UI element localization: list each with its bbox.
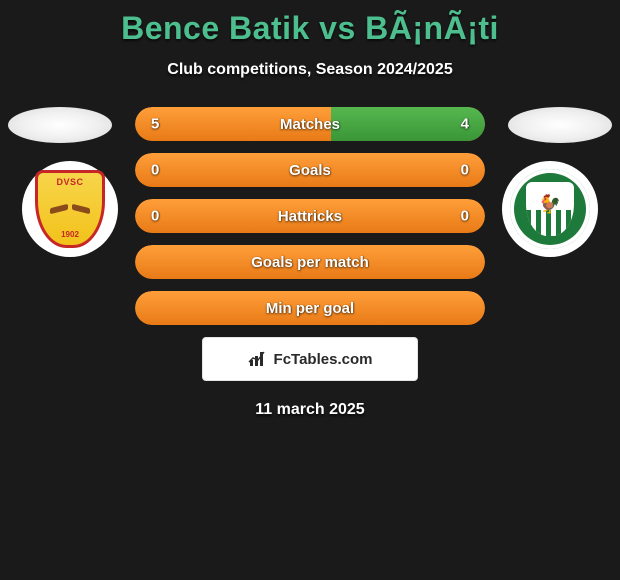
stat-value-left: 5: [151, 116, 159, 133]
eto-badge-inner-icon: 🐓: [526, 182, 574, 236]
date-text: 11 march 2025: [0, 401, 620, 419]
stat-bar: 0 Goals 0: [135, 153, 485, 187]
crest-text-bottom: 1902: [61, 230, 79, 239]
stat-bar: 5 Matches 4: [135, 107, 485, 141]
club-crest-left: DVSC 1902: [22, 161, 118, 257]
watermark: FcTables.com: [202, 337, 418, 381]
chart-icon: [248, 350, 268, 368]
stat-value-left: 0: [151, 208, 159, 225]
subtitle: Club competitions, Season 2024/2025: [0, 61, 620, 79]
stat-label: Goals: [289, 162, 331, 179]
player-photo-placeholder-left: [8, 107, 112, 143]
eto-badge-icon: 🐓: [510, 169, 590, 249]
crest-text-top: DVSC: [56, 177, 83, 187]
stat-value-right: 0: [461, 162, 469, 179]
stat-bar: 0 Hattricks 0: [135, 199, 485, 233]
stat-bar: Min per goal: [135, 291, 485, 325]
stat-bars: 5 Matches 4 0 Goals 0 0 Hattricks 0 Goals per mat…: [135, 107, 485, 325]
rooster-icon: 🐓: [539, 195, 561, 213]
stat-value-right: 4: [461, 116, 469, 133]
stat-label: Matches: [280, 116, 340, 133]
comparison-card: Bence Batik vs BÃ¡nÃ¡ti Club competition…: [0, 0, 620, 580]
stat-label: Goals per match: [251, 254, 369, 271]
player-photo-placeholder-right: [508, 107, 612, 143]
body-area: DVSC 1902 🐓 5 Matches 4 0 Goals 0 0 Hattricks 0 G…: [0, 107, 620, 419]
stat-label: Hattricks: [278, 208, 342, 225]
bird-icon: [50, 202, 90, 216]
stat-label: Min per goal: [266, 300, 354, 317]
dvsc-shield-icon: DVSC 1902: [35, 170, 105, 248]
stat-value-right: 0: [461, 208, 469, 225]
stat-value-left: 0: [151, 162, 159, 179]
club-crest-right: 🐓: [502, 161, 598, 257]
watermark-text: FcTables.com: [274, 351, 373, 368]
page-title: Bence Batik vs BÃ¡nÃ¡ti: [0, 0, 620, 47]
stat-bar: Goals per match: [135, 245, 485, 279]
